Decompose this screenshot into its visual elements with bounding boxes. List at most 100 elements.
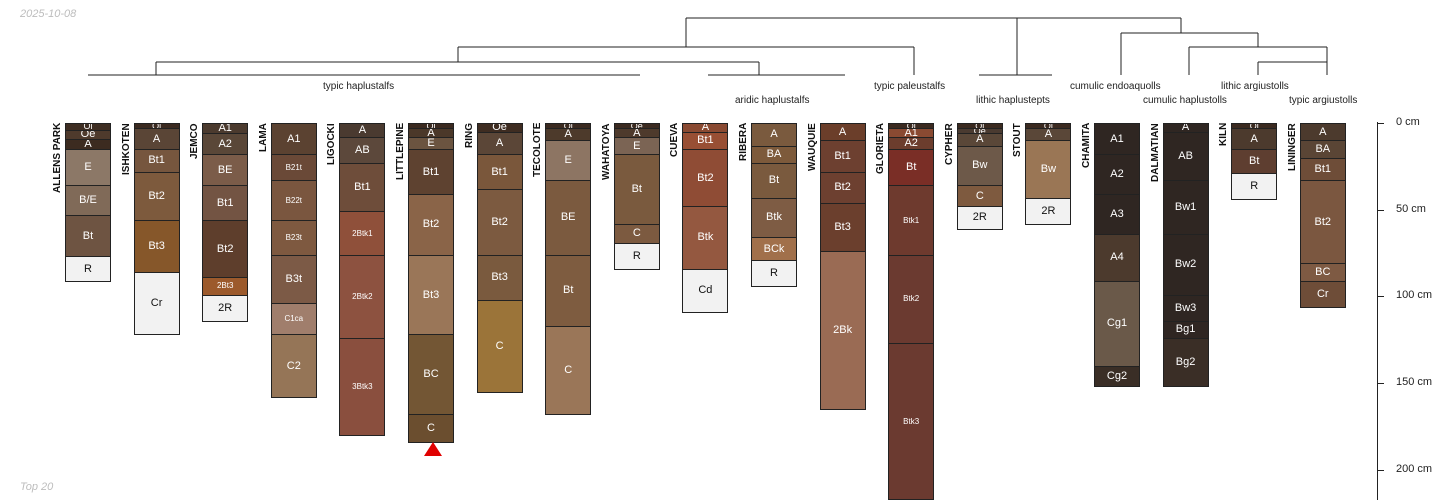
horizon-label: C [975, 189, 984, 202]
profile-name: WAHATOYA [600, 123, 612, 181]
horizon-label: BE [560, 211, 576, 224]
horizon-label: Btk2 [903, 294, 920, 304]
horizon: E [613, 136, 660, 156]
horizon: Bt3 [133, 220, 180, 274]
horizon: B3t [270, 254, 317, 305]
horizon-label: Oi [152, 123, 162, 130]
soil-profile: A Bt1 Bt2 Bt3 2Bk [819, 123, 866, 410]
horizon-label: Bt1 [148, 154, 165, 167]
horizon: Bt2 [476, 188, 523, 256]
horizon-label: A [838, 125, 847, 138]
horizon-label: Oi [906, 123, 916, 130]
horizon-label: Oe [492, 123, 507, 133]
horizon-label: AB [355, 143, 370, 156]
horizon: 2R [202, 294, 249, 322]
horizon-label: AB [1178, 149, 1193, 162]
horizon-label: A [1181, 123, 1190, 133]
horizon-label: A1 [1110, 132, 1124, 145]
horizon-label: Btk1 [903, 215, 920, 225]
class-label-aridic-haplustalfs: aridic haplustalfs [735, 95, 810, 106]
horizon: Bt1 [819, 140, 866, 173]
horizon-label: A3 [1110, 207, 1124, 220]
date-label: 2025-10-08 [20, 8, 77, 20]
horizon-label: 2R [972, 211, 987, 224]
horizon-label: A [633, 128, 641, 138]
profile-name: LININGER [1286, 123, 1298, 171]
profile-name: LIGOCKI [326, 123, 338, 165]
horizon: Cg1 [1094, 280, 1140, 367]
horizon: B21t [270, 154, 317, 182]
class-label-lithic-argiustolls: lithic argiustolls [1221, 81, 1289, 92]
horizon-label: A [84, 138, 92, 150]
horizon: A [1231, 128, 1278, 150]
horizon-label: R [1250, 180, 1259, 193]
horizon-label: Cd [698, 284, 713, 297]
horizon-label: Oi [975, 123, 985, 130]
horizon: B22t [270, 180, 317, 222]
horizon-label: A1 [904, 128, 918, 138]
horizon-label: BA [766, 148, 782, 161]
horizon-label: A [358, 123, 367, 136]
horizon-label: A [976, 133, 984, 146]
horizon: 2Bt3 [202, 277, 249, 296]
horizon-label: Oi [1249, 123, 1259, 130]
horizon-label: A [495, 136, 504, 149]
horizon: BE [202, 154, 249, 187]
depth-tick-label: 150 cm [1396, 375, 1433, 388]
horizon: A2 [1094, 154, 1140, 196]
horizon: A [133, 128, 180, 150]
horizon-label: Bt1 [354, 181, 371, 194]
horizon-label: Cg1 [1106, 317, 1128, 330]
horizon-label: Bt [631, 182, 642, 195]
soil-profile: A BA Bt1 Bt2 BC Cr [1299, 123, 1346, 308]
horizon: AB [339, 136, 386, 164]
horizon: BA [751, 145, 797, 164]
horizon: Cd [682, 268, 729, 313]
profile-name: ALLENS PARK [52, 122, 63, 193]
horizon-label: C1ca [284, 314, 304, 324]
horizon-label: Bt2 [834, 181, 851, 194]
horizon: AB [1162, 131, 1209, 182]
horizon: Bt [545, 254, 592, 327]
depth-tick-label: 100 cm [1396, 289, 1433, 302]
horizon: C [545, 325, 592, 416]
horizon: A [751, 123, 797, 147]
horizon: Cr [1299, 280, 1346, 308]
horizon-label: A [770, 128, 778, 141]
horizon: Bt1 [133, 148, 180, 173]
horizon: A [1299, 123, 1346, 142]
profile-name: RING [463, 123, 475, 148]
horizon-label: A2 [1110, 168, 1124, 181]
horizon-label: Bt2 [216, 242, 234, 255]
soil-profile: A1 A2 BE Bt1 Bt2 2Bt3 2R [202, 123, 249, 322]
horizon-label: Bt1 [216, 196, 234, 209]
horizon-label: A [152, 132, 161, 145]
horizon-label: Bt1 [1314, 162, 1332, 175]
class-label-cumulic-haplustolls: cumulic haplustolls [1143, 95, 1227, 106]
horizon: A [819, 123, 866, 142]
horizon: 2Btk2 [339, 254, 386, 339]
horizon: Bt1 [476, 154, 523, 190]
soil-profile: A BA Bt Btk BCk R [751, 123, 797, 287]
horizon-label: A [701, 123, 710, 133]
class-label-cumulic-endoaquolls: cumulic endoaquolls [1070, 81, 1161, 92]
horizon: B/E [65, 185, 111, 216]
horizon: 3Btk3 [339, 337, 386, 436]
profile-name: LITTLEPINE [395, 122, 406, 180]
horizon-label: Bw [1040, 162, 1057, 175]
profile-name: LAMA [257, 123, 269, 152]
horizon: C [613, 223, 660, 244]
horizon-label: BC [1315, 266, 1331, 279]
horizon-label: A [1044, 128, 1053, 141]
horizon-label: Bw [972, 159, 988, 172]
horizon-label: Bt1 [491, 165, 508, 178]
horizon: A4 [1094, 233, 1140, 282]
horizon: Bt1 [339, 162, 386, 213]
horizon-label: A1 [287, 132, 301, 145]
horizon-label: Bg2 [1175, 356, 1196, 369]
horizon: Btk2 [888, 254, 935, 345]
horizon: Bt2 [1299, 180, 1346, 265]
soil-profile: Oi A Bt1 Bt2 Bt3 Cr [133, 123, 180, 336]
horizon-label: A [1250, 132, 1258, 145]
horizon: Bg2 [1162, 337, 1209, 388]
